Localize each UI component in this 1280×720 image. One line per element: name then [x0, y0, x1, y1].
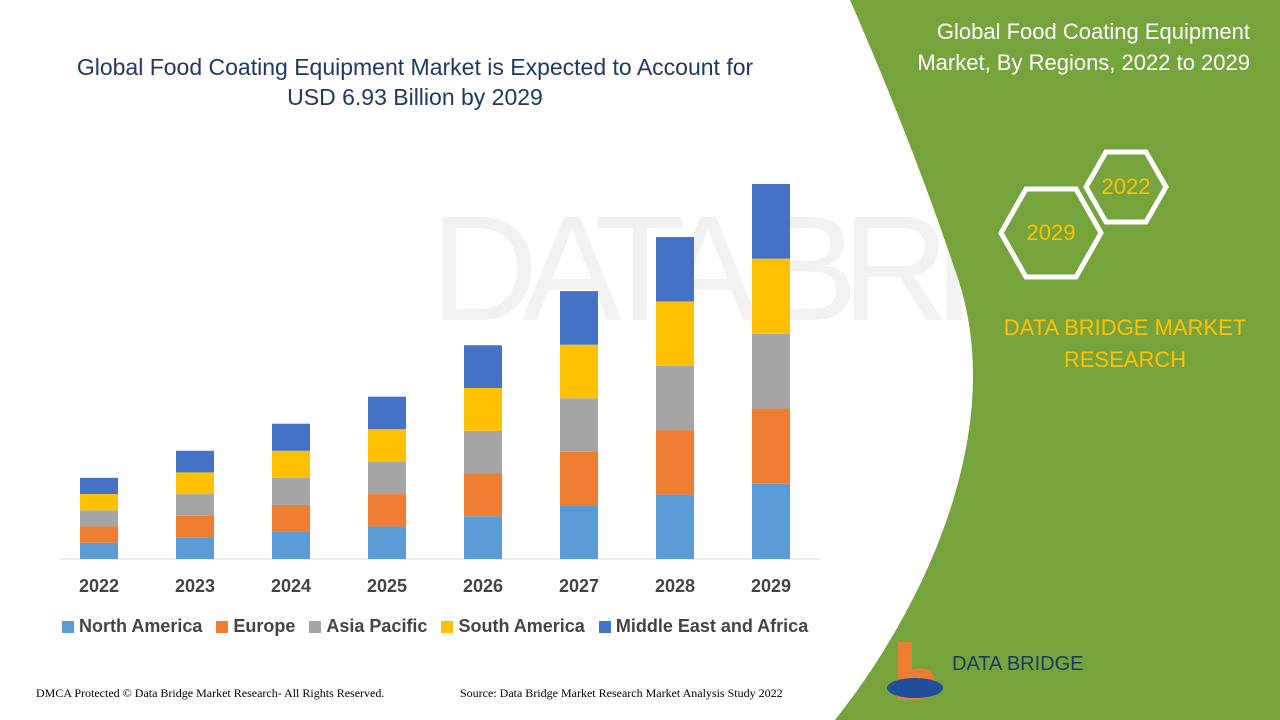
bar-segment [560, 291, 598, 345]
legend-item: Middle East and Africa [598, 616, 809, 637]
x-tick-label: 2022 [79, 576, 119, 596]
green-panel [835, 0, 1280, 720]
bar-segment [752, 258, 790, 334]
x-tick-label: 2024 [271, 576, 311, 596]
bar-segment [752, 333, 790, 409]
bar-segment [368, 526, 406, 559]
bar-segment [656, 494, 694, 559]
footer-right: Source: Data Bridge Market Research Mark… [460, 686, 783, 700]
bar-segment [80, 477, 118, 495]
x-tick-label: 2026 [463, 576, 503, 596]
legend-swatch [309, 620, 322, 633]
legend-label: South America [458, 616, 585, 636]
bar-segment [368, 494, 406, 527]
hexagon [1083, 149, 1169, 225]
bar-segment [80, 526, 118, 543]
bar-segment [272, 504, 310, 532]
bar-segment [80, 494, 118, 511]
bar-segment [80, 542, 118, 559]
bar-segment [560, 398, 598, 452]
panel-title: Global Food Coating Equipment Market, By… [917, 19, 1250, 75]
legend-swatch [216, 620, 229, 633]
hex-label: 2022 [1102, 174, 1151, 199]
legend-item: North America [62, 616, 202, 637]
legend-label: Middle East and Africa [615, 616, 809, 636]
bar-segment [176, 472, 214, 495]
x-tick-label: 2028 [655, 576, 695, 596]
bar-segment [368, 461, 406, 495]
bar-segment [464, 345, 502, 389]
bar-segment [272, 450, 310, 478]
bar-segment [272, 423, 310, 451]
bar-segment [464, 388, 502, 431]
hex-label: 2029 [1027, 220, 1076, 245]
legend-swatch [598, 620, 611, 633]
logo-icon [887, 678, 943, 698]
legend-label: Asia Pacific [326, 616, 428, 636]
brand: DATA BRIDGE MARKET RESEARCH [1003, 315, 1247, 372]
bar-segment [560, 505, 598, 559]
legend-item: South America [441, 616, 585, 637]
bar-segment [464, 430, 502, 474]
bar-segment [752, 184, 790, 259]
bar-segment [560, 451, 598, 506]
legend-swatch [441, 620, 454, 633]
bar-segment [464, 473, 502, 517]
bar-segment [176, 537, 214, 559]
bar-segment [368, 429, 406, 462]
hexagon [998, 186, 1104, 280]
bars: 2022 2023 2024 2025 2026 2027 2028 2029 [79, 184, 791, 596]
bar-segment [752, 483, 790, 559]
legend-item: Asia Pacific [309, 616, 427, 637]
logo-text: DATA BRIDGE [952, 653, 1084, 675]
bar-segment [176, 515, 214, 538]
x-tick-label: 2029 [751, 576, 791, 596]
bar-segment [272, 477, 310, 505]
bar-segment [368, 396, 406, 430]
bar-segment [752, 408, 790, 484]
bar-segment [464, 516, 502, 559]
x-tick-label: 2025 [367, 576, 407, 596]
legend-label: North America [79, 616, 203, 636]
x-tick-label: 2023 [175, 576, 215, 596]
legend-label: Europe [233, 616, 296, 636]
bar-segment [656, 365, 694, 431]
bar-segment [656, 237, 694, 302]
footer-left: DMCA Protected © Data Bridge Market Rese… [36, 686, 385, 700]
bar-segment [656, 301, 694, 366]
bar-segment [80, 510, 118, 527]
legend-swatch [62, 620, 74, 633]
bar-segment [272, 531, 310, 559]
bar-segment [176, 494, 214, 516]
bar-segment [560, 344, 598, 399]
legend: North America Europe Asia Pacific South Ame… [62, 616, 808, 637]
legend-item: Europe [216, 616, 295, 637]
chart-title: Global Food Coating Equipment Market is … [76, 54, 754, 110]
x-tick-label: 2027 [559, 576, 599, 596]
bar-segment [176, 450, 214, 473]
bar-segment [656, 430, 694, 495]
